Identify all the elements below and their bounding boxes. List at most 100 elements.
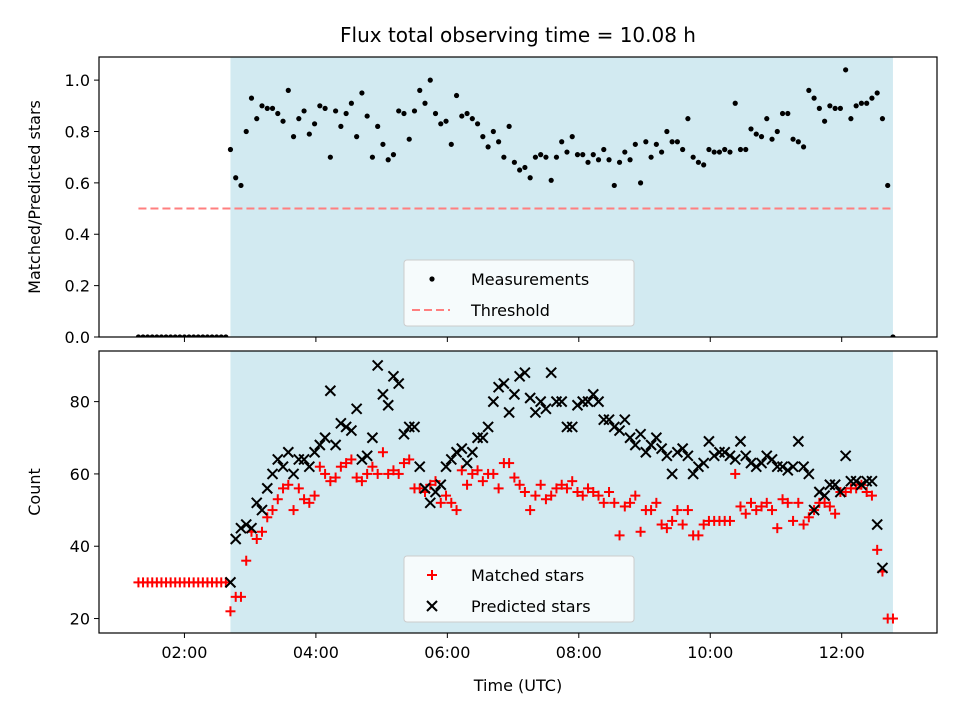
measurement-point — [527, 175, 533, 181]
predicted-stars-point — [703, 435, 715, 448]
predicted-stars-point — [524, 392, 536, 404]
matched-stars-point — [314, 461, 325, 472]
predicted-stars-point — [624, 432, 636, 444]
measurement-point — [401, 110, 407, 117]
matched-stars-point — [414, 483, 425, 494]
matched-stars-point — [430, 476, 441, 487]
measurement-point — [327, 154, 333, 160]
matched-stars-point — [772, 523, 783, 534]
legend-entry: Matched stars — [427, 566, 584, 585]
predicted-stars-point — [482, 421, 494, 433]
measurement-point — [622, 149, 628, 155]
matched-stars-point — [540, 494, 551, 505]
matched-stars-point — [477, 476, 488, 487]
predicted-stars-point — [266, 468, 279, 480]
predicted-stars-point — [734, 435, 747, 448]
predicted-stars-point — [498, 377, 510, 390]
measurement-point — [243, 128, 249, 135]
matched-stars-point — [256, 526, 267, 537]
matched-stars-point — [767, 505, 778, 516]
measurement-point — [422, 100, 428, 106]
matched-stars-point — [798, 519, 809, 530]
y-tick-label: 0.2 — [65, 277, 90, 296]
measurement-point — [522, 164, 528, 171]
measurement-point — [254, 116, 260, 122]
legend-entry: Measurements — [429, 270, 589, 289]
matched-stars-point — [377, 447, 388, 458]
predicted-stars-point — [871, 518, 883, 531]
matched-stars-point — [724, 515, 735, 526]
matched-stars-point — [514, 479, 525, 490]
matched-stars-point — [777, 494, 788, 505]
matched-stars-point — [304, 497, 315, 508]
predicted-stars-point — [308, 446, 321, 458]
measurement-point — [811, 95, 817, 101]
predicted-stars-point — [813, 486, 826, 498]
matched-stars-point — [630, 490, 641, 501]
predicted-stars-point — [230, 533, 242, 545]
matched-stars-point — [398, 458, 409, 469]
matched-stars-point — [467, 468, 478, 479]
measurement-point — [354, 134, 360, 140]
predicted-stars-point — [508, 388, 521, 401]
matched-stars-point — [530, 490, 541, 501]
matched-stars-point — [682, 505, 693, 516]
measurement-point — [632, 141, 638, 147]
measurement-point — [616, 159, 623, 165]
measurement-point — [443, 118, 449, 124]
measurement-point — [285, 87, 291, 93]
series-measurements — [135, 67, 896, 337]
series-predicted-stars — [224, 359, 889, 589]
measurement-point — [380, 141, 386, 147]
predicted-stars-point — [424, 497, 436, 509]
measurement-point — [737, 146, 744, 153]
measurement-point — [795, 139, 801, 145]
matched-stars-point — [546, 490, 557, 501]
measurement-point — [238, 182, 244, 189]
predicted-stars-point — [393, 377, 405, 390]
matched-stars-point — [619, 501, 630, 512]
predicted-stars-point — [687, 468, 699, 480]
measurement-point — [364, 113, 370, 119]
measurement-point — [375, 123, 381, 129]
matched-stars-point — [872, 544, 883, 555]
measurement-point — [543, 154, 549, 160]
matched-stars-point — [604, 487, 615, 497]
predicted-stars-point — [235, 522, 247, 534]
measurement-point — [432, 110, 439, 117]
matched-stars-point — [887, 613, 898, 624]
measurement-point — [785, 110, 791, 117]
measurement-point — [275, 110, 281, 117]
matched-stars-point — [293, 483, 304, 494]
y-tick-label: 0.6 — [65, 174, 90, 193]
measurement-point — [769, 136, 775, 142]
predicted-stars-point — [340, 421, 352, 433]
measurement-point — [200, 334, 206, 337]
measurement-point — [722, 146, 728, 153]
predicted-stars-point — [519, 366, 531, 379]
predicted-stars-point — [545, 366, 557, 379]
matched-stars-point — [525, 505, 536, 516]
predicted-stars-point — [345, 424, 358, 437]
measurement-point — [511, 159, 517, 165]
measurement-point — [553, 154, 560, 160]
predicted-stars-point — [356, 453, 368, 466]
predicted-stars-point — [529, 406, 542, 419]
y-tick-label: 0.0 — [65, 328, 90, 347]
measurement-point — [338, 123, 344, 129]
predicted-stars-point — [319, 432, 331, 444]
predicted-stars-point — [461, 457, 473, 469]
matched-stars-point — [504, 458, 515, 469]
measurement-point — [590, 152, 596, 158]
predicted-stars-point — [587, 388, 599, 401]
measurement-point — [564, 149, 570, 155]
measurement-point — [490, 128, 496, 135]
matched-stars-point — [840, 487, 851, 497]
matched-stars-point — [625, 497, 636, 508]
predicted-stars-point — [808, 504, 820, 516]
axes-frame — [98, 56, 938, 338]
legend-box — [403, 555, 635, 623]
y-tick-label: 1.0 — [65, 71, 90, 90]
matched-stars-point — [761, 497, 772, 508]
predicted-stars-point — [277, 460, 289, 473]
